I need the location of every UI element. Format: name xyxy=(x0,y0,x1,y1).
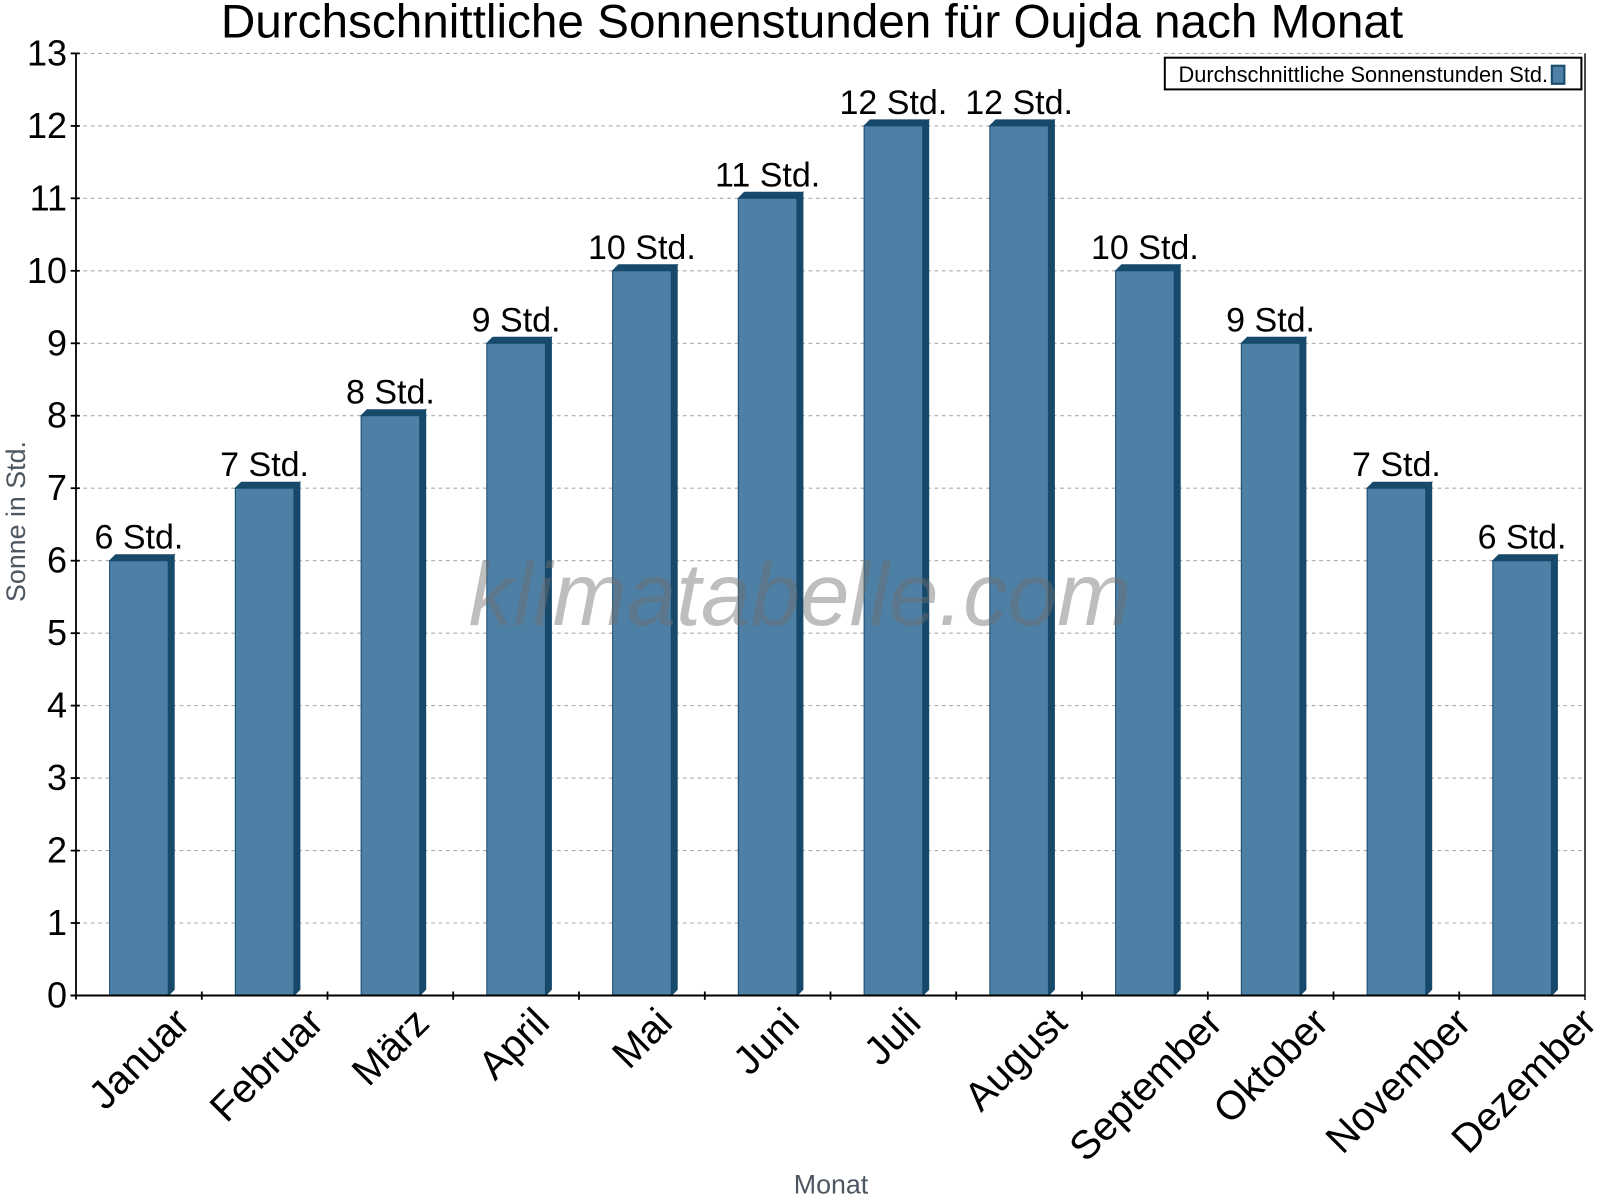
svg-text:10 Std.: 10 Std. xyxy=(588,229,696,267)
svg-text:7: 7 xyxy=(47,467,67,508)
svg-text:9: 9 xyxy=(47,322,67,363)
svg-text:8: 8 xyxy=(47,395,67,436)
svg-text:5: 5 xyxy=(47,612,67,653)
svg-text:11 Std.: 11 Std. xyxy=(715,156,820,194)
svg-text:6 Std.: 6 Std. xyxy=(1478,519,1567,557)
svg-text:Sonne in Std.: Sonne in Std. xyxy=(1,441,31,602)
svg-text:7 Std.: 7 Std. xyxy=(220,446,309,484)
svg-text:0: 0 xyxy=(47,975,67,1016)
svg-text:10 Std.: 10 Std. xyxy=(1091,229,1199,267)
svg-text:12 Std.: 12 Std. xyxy=(965,84,1073,122)
svg-text:2: 2 xyxy=(47,830,67,871)
svg-text:7 Std.: 7 Std. xyxy=(1352,446,1441,484)
svg-text:Durchschnittliche Sonnenstunde: Durchschnittliche Sonnenstunden Std. xyxy=(1179,62,1549,87)
svg-text:10: 10 xyxy=(27,250,67,291)
svg-text:6: 6 xyxy=(47,540,67,581)
svg-text:4: 4 xyxy=(47,685,67,726)
svg-text:12: 12 xyxy=(27,105,67,146)
svg-text:9 Std.: 9 Std. xyxy=(1226,301,1315,339)
svg-text:9 Std.: 9 Std. xyxy=(472,301,561,339)
svg-text:12 Std.: 12 Std. xyxy=(840,84,948,122)
svg-text:1: 1 xyxy=(47,902,67,943)
svg-text:11: 11 xyxy=(30,177,67,218)
svg-text:8 Std.: 8 Std. xyxy=(346,374,435,412)
svg-text:6 Std.: 6 Std. xyxy=(94,519,183,557)
svg-text:3: 3 xyxy=(47,757,67,798)
svg-text:13: 13 xyxy=(27,32,67,73)
svg-text:klimatabelle.com: klimatabelle.com xyxy=(469,544,1132,644)
svg-text:Monat: Monat xyxy=(794,1170,869,1200)
svg-text:Durchschnittliche Sonnenstunde: Durchschnittliche Sonnenstunden für Oujd… xyxy=(221,0,1403,48)
